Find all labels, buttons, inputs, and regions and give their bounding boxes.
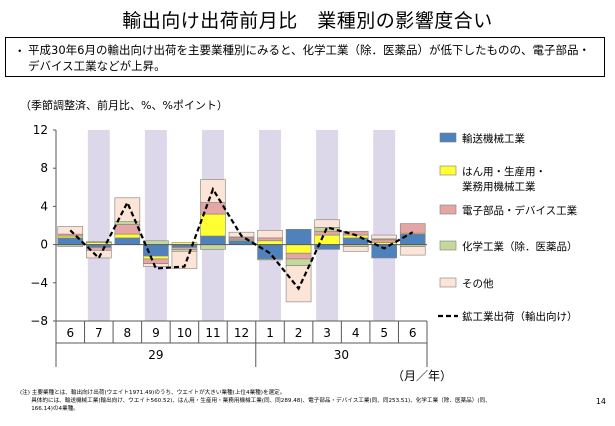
legend-label: 電子部品・デバイス工業: [462, 204, 578, 217]
y-tick-label: 8: [40, 161, 48, 175]
bar-segment: [257, 237, 283, 242]
x-tick-label: 9: [152, 326, 160, 340]
bar-segment: [342, 237, 369, 245]
bar-segment: [257, 240, 283, 245]
bar-segment: [285, 252, 312, 260]
footnote-line-2: 具体的には、輸送機械工業(輸出向け、ウエイト560.52)、はん用・生産用・業務…: [20, 398, 491, 405]
x-tick-label: 1: [266, 326, 274, 340]
legend-label: 化学工業（除．医薬品）: [462, 240, 578, 253]
bar-segment: [371, 244, 397, 259]
bar-segment: [314, 234, 340, 245]
bar-segment: [399, 246, 426, 256]
bar-segment: [371, 239, 397, 243]
legend-swatch: [439, 277, 457, 288]
shade-band: [144, 130, 167, 321]
bar-segment: [285, 244, 312, 254]
year-label: 30: [334, 348, 349, 362]
summary-bullet: ・: [14, 44, 26, 58]
bar-segment: [200, 244, 226, 250]
legend-swatch: [439, 165, 457, 176]
unit-note: （季節調整済、前月比、%、%ポイント）: [20, 99, 228, 112]
y-tick-label: 12: [33, 123, 48, 137]
bar-segment: [114, 237, 141, 245]
bar-segment: [399, 223, 426, 234]
legend-label: 輸送機械工業: [462, 132, 525, 145]
x-tick-label: 11: [205, 326, 220, 340]
shade-band: [87, 130, 110, 321]
x-tick-label: 12: [234, 326, 249, 340]
x-tick-label: 8: [124, 326, 132, 340]
bar-segment: [143, 258, 169, 264]
y-tick-label: −8: [30, 314, 48, 328]
x-tick-label: 2: [295, 326, 303, 340]
legend-swatch: [439, 132, 457, 143]
bar-segment: [314, 230, 340, 236]
legend-layer: 輸送機械工業はん用・生産用・業務用機械工業電子部品・デバイス工業化学工業（除．医…: [438, 132, 578, 323]
x-tick-label: 7: [95, 326, 103, 340]
shade-band: [259, 130, 282, 321]
x-tick-label: 4: [352, 326, 360, 340]
summary-box: ・ 平成30年6月の輸出向け出荷を主要業種別にみると、化学工業（除．医薬品）が低…: [5, 37, 605, 77]
bar-segment: [114, 233, 141, 239]
year-label: 29: [148, 348, 163, 362]
x-tick-label: 5: [380, 326, 388, 340]
bar-segment: [285, 229, 312, 245]
x-tick-label: 6: [409, 326, 417, 340]
bar-segment: [228, 240, 255, 245]
bar-segment: [371, 234, 397, 240]
shade-layer: [87, 130, 396, 321]
footnote-line-1: (注) 主要業種とは、輸出向け出荷(ウエイト1971.49)のうち、ウエイトが大…: [20, 390, 286, 396]
bar-segment: [257, 258, 283, 261]
page-number: 14: [595, 397, 606, 406]
summary-text: 平成30年6月の輸出向け出荷を主要業種別にみると、化学工業（除．医薬品）が低下し…: [28, 43, 590, 73]
line-layer: [69, 186, 414, 291]
bar-segment: [342, 246, 369, 252]
x-tick-label: 10: [177, 326, 192, 340]
legend-swatch: [439, 240, 457, 251]
footnote: (注) 主要業種とは、輸出向け出荷(ウエイト1971.49)のうち、ウエイトが大…: [20, 389, 588, 414]
bar-segment: [257, 229, 283, 239]
legend-label: その他: [462, 277, 494, 290]
bar-segment: [57, 226, 84, 235]
bar-segment: [171, 250, 198, 269]
shade-band: [373, 130, 396, 321]
bar-segment: [143, 240, 169, 245]
bar-segment: [86, 241, 112, 243]
bar-segment: [285, 258, 312, 266]
bar-segment: [285, 265, 312, 303]
legend-label: 鉱工業出荷（輸出向け）: [462, 310, 578, 323]
footnote-line-3: 166.14)の4業種。: [20, 406, 79, 413]
y-tick-label: 0: [40, 238, 48, 252]
x-unit-label: （月／年）: [392, 369, 452, 383]
bar-segment: [86, 250, 112, 259]
bar-segment: [143, 255, 169, 260]
x-tick-label: 6: [66, 326, 74, 340]
y-tick-label: 4: [40, 199, 48, 213]
bar-segment: [114, 224, 141, 235]
bar-segment: [314, 219, 340, 228]
legend-swatch: [439, 204, 457, 215]
legend-label: 業務用機械工業: [462, 180, 536, 193]
y-tick-label: −4: [30, 276, 48, 290]
bar-segment: [399, 233, 426, 245]
bar-segment: [200, 213, 226, 237]
legend-label: はん用・生産用・: [462, 165, 546, 178]
line-series: [69, 186, 414, 291]
x-tick-label: 3: [323, 326, 331, 340]
page-title: 輸出向け出荷前月比 業種別の影響度合い: [122, 10, 493, 32]
bar-segment: [200, 235, 226, 245]
